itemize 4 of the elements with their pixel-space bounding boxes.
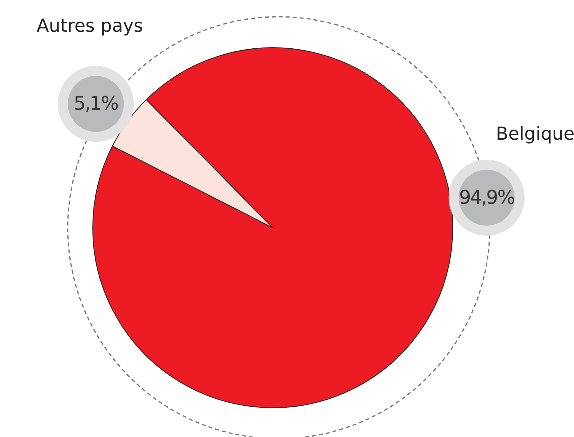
data-label: 5,1% bbox=[74, 93, 118, 116]
slice-label: Belgique bbox=[496, 124, 574, 145]
slice-label: Autres pays bbox=[36, 16, 144, 38]
data-label: 94,9% bbox=[459, 186, 515, 209]
